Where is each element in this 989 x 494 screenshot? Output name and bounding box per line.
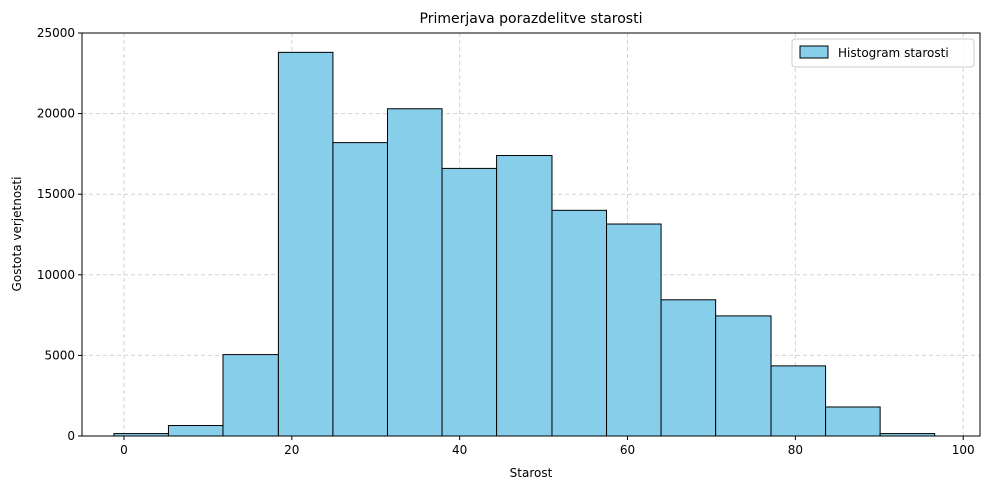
histogram-bar — [386, 108, 443, 437]
y-axis-label: Gostota verjetnosti — [10, 177, 24, 292]
histogram-bar — [770, 365, 827, 437]
x-tick-label: 60 — [620, 443, 635, 457]
y-tick-label: 0 — [67, 429, 75, 443]
histogram-bar — [222, 354, 279, 437]
y-tick-label: 15000 — [37, 187, 75, 201]
y-tick-label: 20000 — [37, 107, 75, 121]
x-tick-label: 80 — [788, 443, 803, 457]
legend-swatch — [799, 45, 829, 59]
histogram-bar — [496, 155, 553, 437]
y-axis-ticks: 0 5000 10000 15000 20000 25000 — [37, 26, 82, 443]
histogram-bar — [441, 167, 498, 437]
y-tick-label: 5000 — [44, 348, 75, 362]
chart-title: Primerjava porazdelitve starosti — [420, 11, 643, 27]
histogram-bar — [715, 315, 772, 437]
legend: Histogram starosti — [791, 38, 975, 68]
histogram-bar — [660, 299, 717, 437]
histogram-bar — [551, 209, 608, 437]
histogram-bar — [167, 425, 224, 437]
histogram-bar — [277, 51, 334, 437]
x-tick-label: 100 — [952, 443, 975, 457]
x-tick-label: 20 — [284, 443, 299, 457]
legend-frame — [791, 38, 975, 68]
histogram-bar — [825, 406, 881, 437]
histogram-bars — [113, 51, 936, 437]
x-tick-label: 0 — [120, 443, 128, 457]
x-tick-label: 40 — [452, 443, 467, 457]
histogram-bar — [606, 223, 662, 437]
y-tick-label: 10000 — [37, 268, 75, 282]
plot-frame — [81, 32, 981, 437]
x-axis-ticks: 0 20 40 60 80 100 — [120, 436, 975, 457]
legend-label: Histogram starosti — [838, 46, 949, 60]
y-tick-label: 25000 — [37, 26, 75, 40]
histogram-bar — [332, 142, 388, 437]
x-axis-label: Starost — [510, 466, 553, 480]
